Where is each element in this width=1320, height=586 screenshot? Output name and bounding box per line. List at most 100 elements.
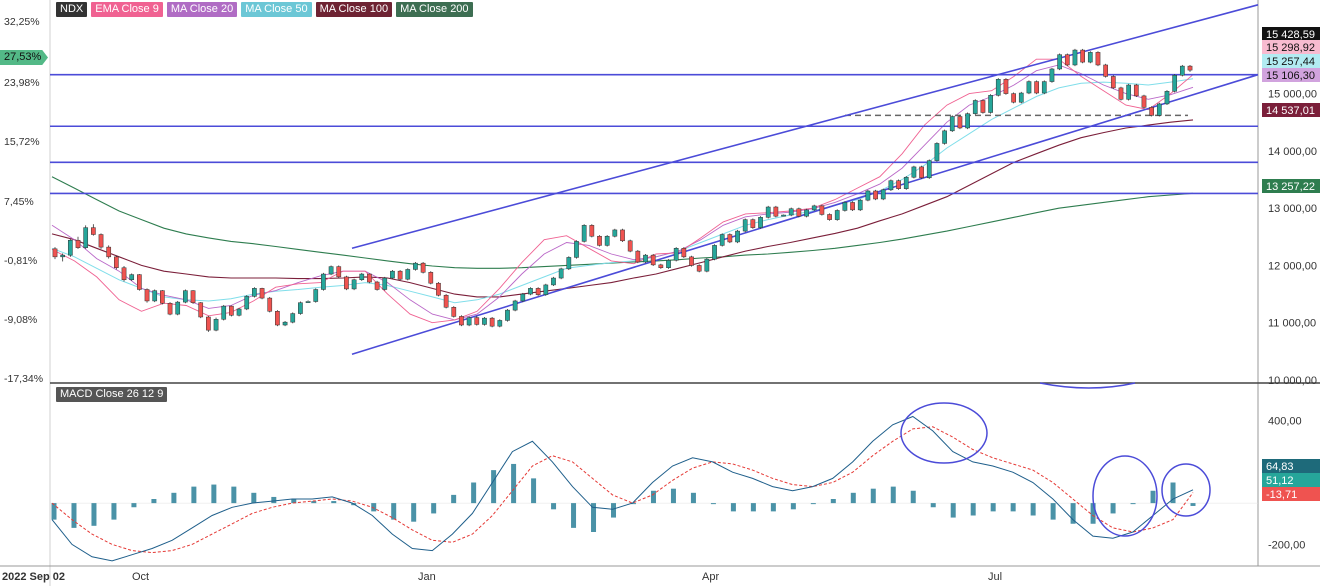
candle-body [183, 290, 188, 303]
candle-body [382, 277, 388, 290]
histogram-bar [1010, 503, 1016, 512]
candle-body [673, 248, 679, 261]
candle-body [735, 230, 740, 243]
indicator-legend: NDX EMA Close 9 MA Close 20 MA Close 50 … [56, 2, 473, 17]
candle-body [390, 270, 395, 279]
candle-body [566, 257, 572, 270]
histogram-bar [191, 486, 197, 504]
candle-body [1018, 92, 1024, 103]
price-badge [1262, 40, 1320, 54]
ma50-line [51, 78, 1194, 304]
histogram-bar [411, 503, 417, 522]
candle-body [1041, 81, 1047, 94]
percent-tick-label: 15,72% [4, 136, 40, 148]
candle-body [972, 100, 978, 114]
candle-body [980, 100, 986, 113]
candle-body [520, 293, 526, 302]
histogram-bar [650, 490, 656, 504]
histogram-bar [251, 492, 257, 504]
candle-body [842, 202, 848, 211]
price-badge-label: 15 106,30 [1266, 70, 1315, 82]
candle-body [758, 217, 763, 228]
candle-body [949, 116, 955, 132]
time-tick-label: 2022 Sep 02 [2, 571, 65, 583]
time-tick-label: Jan [418, 571, 436, 583]
legend-ma20[interactable]: MA Close 20 [166, 2, 238, 17]
candle-body [497, 320, 503, 327]
candle-body [781, 214, 786, 217]
candle-body [1172, 75, 1178, 92]
candle-body [1156, 103, 1162, 116]
legend-ticker[interactable]: NDX [56, 2, 88, 17]
price-badge [1262, 54, 1320, 68]
histogram-bar [391, 503, 397, 520]
legend-ma100[interactable]: MA Close 100 [315, 2, 393, 17]
candle-body [627, 240, 633, 252]
histogram-bar [71, 503, 77, 528]
price-tick-label: 13 000,00 [1268, 203, 1317, 215]
candle-body [643, 254, 648, 263]
candle-body [482, 317, 487, 325]
candle-body [90, 227, 96, 235]
price-badge [1262, 179, 1320, 193]
histogram-bar [551, 503, 557, 510]
candle-body [888, 180, 894, 191]
macd-tick-label: 400,00 [1268, 416, 1302, 428]
time-tick-label: Jul [988, 571, 1002, 583]
candle-body [229, 305, 234, 316]
candle-body [742, 219, 748, 232]
candle-body [857, 199, 863, 211]
histogram-bar [850, 492, 856, 504]
candle-body [129, 274, 135, 281]
candle-body [558, 268, 564, 279]
candle-body [581, 225, 587, 242]
candle-body [336, 266, 342, 278]
percent-tick-label: 23,98% [4, 77, 40, 89]
histogram-bar [231, 486, 237, 504]
histogram-bar [810, 503, 816, 505]
histogram-bar [271, 496, 277, 504]
candle-body [351, 279, 357, 290]
histogram-bar [91, 503, 97, 526]
signal-line [51, 426, 1194, 554]
candle-body [206, 316, 211, 331]
percent-tick-label: 7,45% [4, 196, 34, 208]
candle-body [236, 308, 242, 316]
histogram-bar [371, 503, 377, 512]
candle-body [681, 248, 687, 258]
price-badge-label: 13 257,22 [1266, 181, 1315, 193]
candle-body [267, 297, 273, 312]
candle-body [359, 273, 365, 281]
candle-body [489, 317, 495, 327]
legend-ma50[interactable]: MA Close 50 [241, 2, 312, 17]
candle-body [551, 277, 556, 286]
histogram-bar [211, 484, 217, 504]
histogram-bar [730, 503, 736, 512]
macd-badge [1262, 473, 1320, 487]
candle-body [612, 229, 618, 237]
candle-body [344, 276, 349, 290]
candle-body [911, 166, 917, 178]
histogram-bar [1090, 503, 1096, 524]
candle-body [60, 254, 66, 258]
candle-body [114, 256, 119, 268]
percent-change-badge: 27,53% [0, 50, 48, 65]
candle-body [765, 206, 771, 218]
legend-ema9[interactable]: EMA Close 9 [91, 2, 163, 17]
ma20-line [51, 64, 1194, 321]
histogram-bar [910, 490, 916, 504]
price-badge-label: 15 257,44 [1266, 56, 1315, 68]
candle-body [459, 316, 464, 326]
candle-body [244, 296, 250, 310]
histogram-bar [291, 499, 297, 504]
candle-body [436, 282, 441, 296]
histogram-bar [890, 486, 896, 504]
macd-legend[interactable]: MACD Close 26 12 9 [56, 387, 168, 402]
legend-ma200[interactable]: MA Close 200 [396, 2, 473, 17]
candle-body [650, 254, 656, 266]
histogram-bar [611, 503, 617, 518]
candle-body [1095, 52, 1101, 66]
histogram-bar [670, 488, 676, 504]
histogram-bar [1110, 503, 1116, 514]
